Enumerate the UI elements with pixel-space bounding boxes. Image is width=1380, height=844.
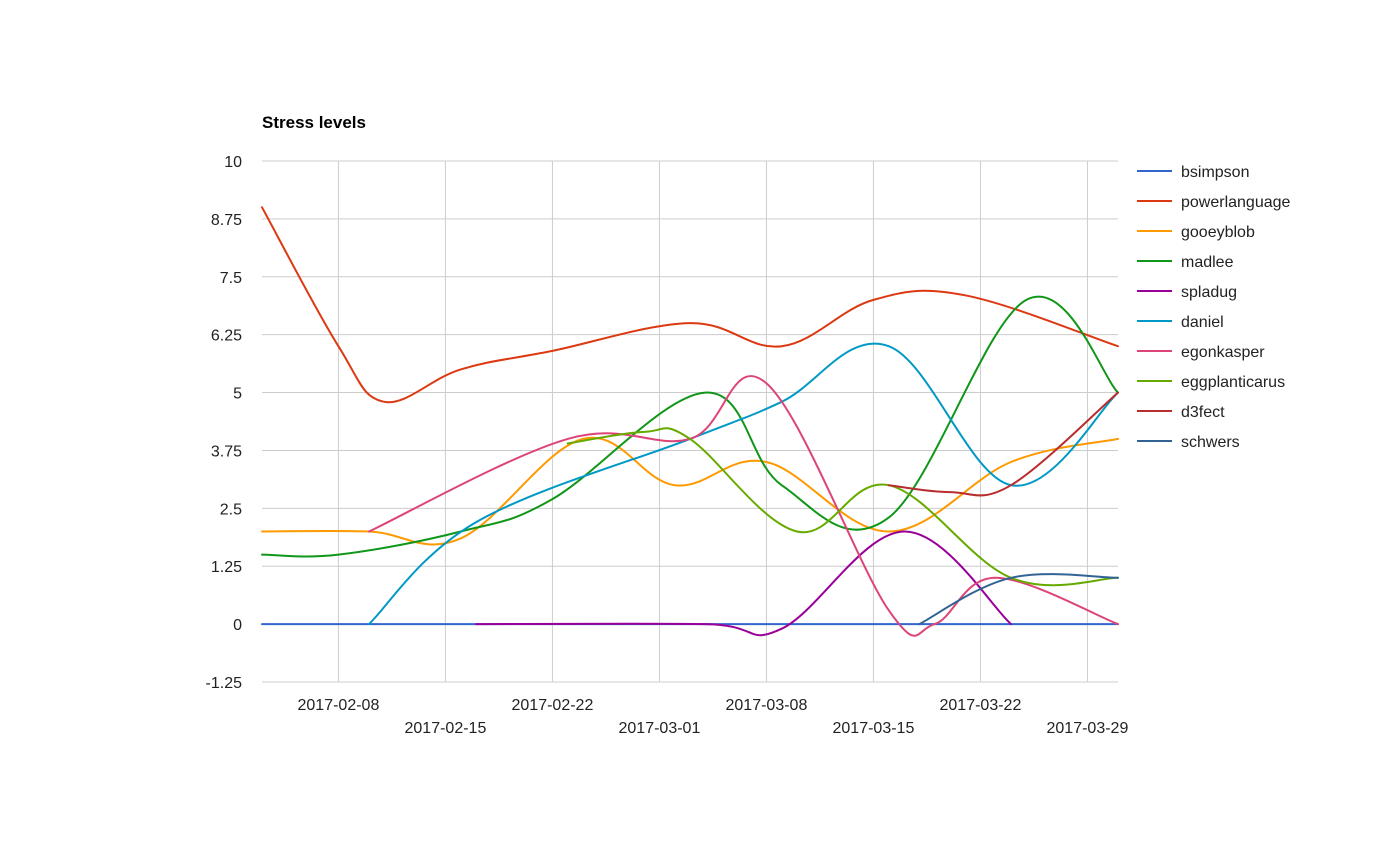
legend-label: gooeyblob <box>1181 224 1255 241</box>
x-tick-label: 2017-03-08 <box>726 697 808 714</box>
legend-item-d3fect: d3fect <box>1137 404 1225 421</box>
x-tick-label: 2017-03-29 <box>1047 720 1129 737</box>
y-tick-label: 7.5 <box>220 270 242 287</box>
series-line-daniel <box>368 342 1119 626</box>
legend-label: madlee <box>1181 254 1234 271</box>
series-line-gooeyblob <box>261 436 1119 546</box>
x-tick-label: 2017-02-22 <box>512 697 594 714</box>
x-tick-label: 2017-03-01 <box>619 720 701 737</box>
chart-title: Stress levels <box>262 113 366 132</box>
series-line-schwers <box>918 573 1119 626</box>
series-line-spladug <box>475 530 1012 637</box>
x-tick-label: 2017-03-22 <box>940 697 1022 714</box>
series-line-eggplanticarus <box>566 427 1119 587</box>
legend-label: eggplanticarus <box>1181 374 1285 391</box>
y-tick-label: 10 <box>224 154 242 171</box>
grid <box>262 160 1118 683</box>
series-line-egonkasper <box>368 375 1119 637</box>
legend-item-spladug: spladug <box>1137 284 1237 301</box>
legend-item-schwers: schwers <box>1137 434 1240 451</box>
y-tick-label: 5 <box>233 386 242 403</box>
legend-item-madlee: madlee <box>1137 254 1234 271</box>
series-line-madlee <box>261 295 1119 558</box>
legend-item-gooeyblob: gooeyblob <box>1137 224 1255 241</box>
legend-item-daniel: daniel <box>1137 314 1224 331</box>
x-tick-label: 2017-02-15 <box>405 720 487 737</box>
y-tick-label: 2.5 <box>220 501 242 518</box>
legend-label: spladug <box>1181 284 1237 301</box>
legend-item-egonkasper: egonkasper <box>1137 344 1265 361</box>
y-tick-label: 8.75 <box>211 212 242 229</box>
legend-label: schwers <box>1181 434 1240 451</box>
x-tick-label: 2017-02-08 <box>298 697 380 714</box>
legend-item-powerlanguage: powerlanguage <box>1137 194 1291 211</box>
series-lines <box>261 206 1119 637</box>
y-tick-label: 1.25 <box>211 559 242 576</box>
y-tick-label: 0 <box>233 617 242 634</box>
legend-label: daniel <box>1181 314 1224 331</box>
series-line-powerlanguage <box>261 206 1119 404</box>
x-axis-ticks: 2017-02-08 2017-02-15 2017-02-22 2017-03-01… <box>298 697 1129 737</box>
y-tick-label: 3.75 <box>211 443 242 460</box>
legend-label: egonkasper <box>1181 344 1265 361</box>
legend-label: d3fect <box>1181 404 1225 421</box>
y-tick-label: -1.25 <box>206 675 243 692</box>
legend: bsimpson powerlanguage gooeyblob madlee spla… <box>1137 164 1291 451</box>
y-tick-label: 6.25 <box>211 328 242 345</box>
legend-item-bsimpson: bsimpson <box>1137 164 1249 181</box>
legend-item-eggplanticarus: eggplanticarus <box>1137 374 1285 391</box>
legend-label: powerlanguage <box>1181 194 1291 211</box>
series-line-d3fect <box>887 391 1119 497</box>
y-axis-ticks: 10 8.75 7.5 6.25 5 3.75 2.5 1.25 0 -1.25 <box>206 154 243 692</box>
legend-label: bsimpson <box>1181 164 1249 181</box>
x-tick-label: 2017-03-15 <box>833 720 915 737</box>
